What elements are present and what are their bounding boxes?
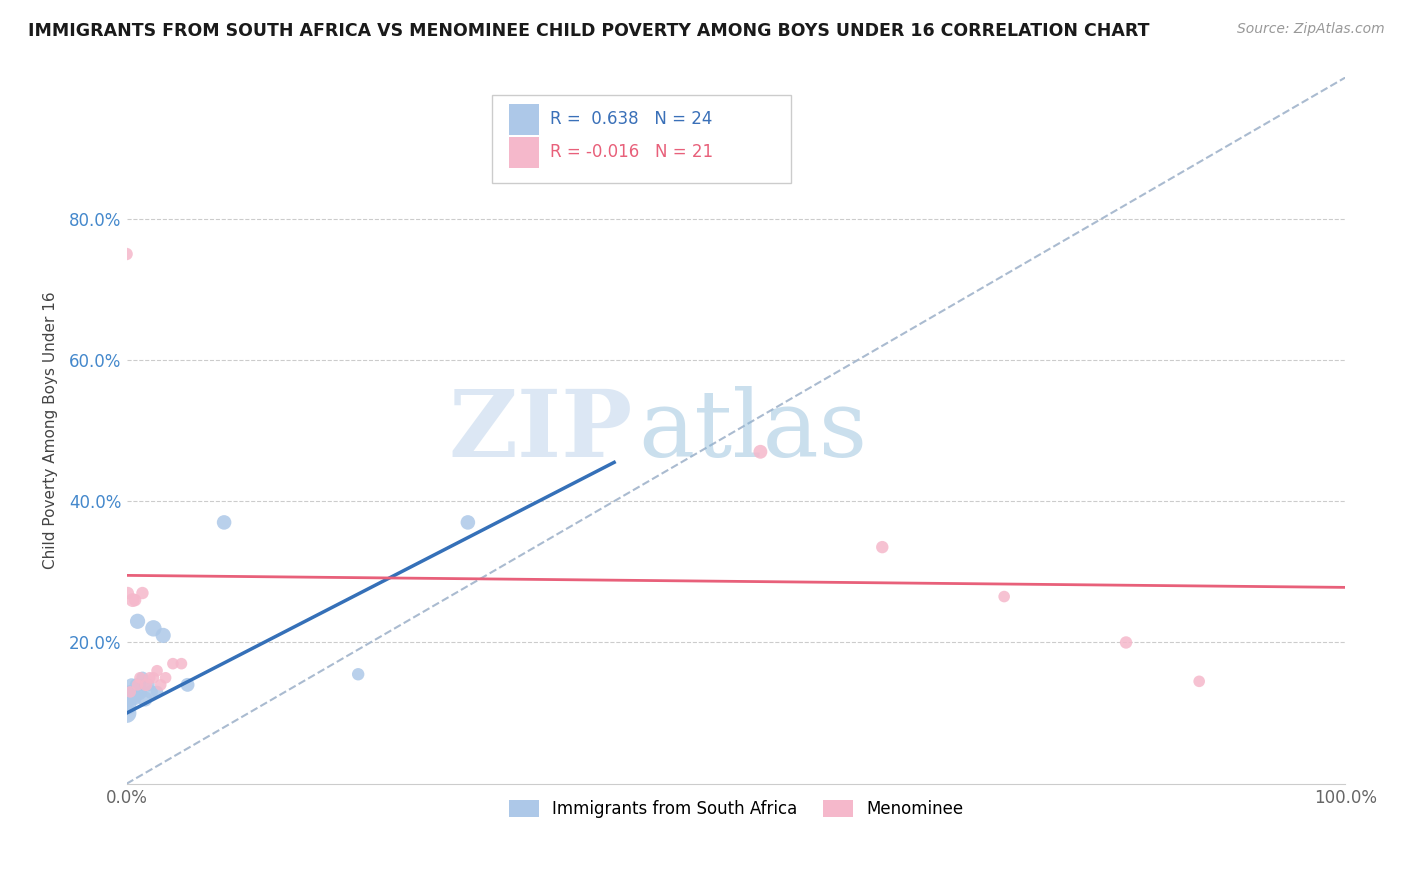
Point	[993, 590, 1015, 604]
Point	[121, 593, 143, 607]
FancyBboxPatch shape	[509, 103, 538, 135]
Point	[135, 678, 157, 692]
Point	[142, 671, 165, 685]
Point	[139, 671, 162, 685]
Point	[127, 615, 149, 629]
Point	[129, 671, 152, 685]
FancyBboxPatch shape	[492, 95, 790, 184]
Point	[170, 657, 193, 671]
Text: R =  0.638   N = 24: R = 0.638 N = 24	[550, 110, 711, 128]
Text: ZIP: ZIP	[449, 385, 633, 475]
Point	[115, 706, 138, 720]
Point	[1115, 635, 1137, 649]
Point	[124, 593, 146, 607]
Point	[122, 685, 145, 699]
Point	[155, 671, 177, 685]
Point	[749, 444, 772, 458]
Y-axis label: Child Poverty Among Boys Under 16: Child Poverty Among Boys Under 16	[44, 292, 58, 569]
Point	[1188, 674, 1211, 689]
Point	[117, 586, 139, 600]
Point	[127, 678, 149, 692]
Point	[115, 247, 138, 261]
Point	[131, 671, 153, 685]
Point	[142, 621, 165, 635]
FancyBboxPatch shape	[509, 136, 538, 168]
Point	[121, 678, 143, 692]
Point	[139, 685, 162, 699]
Point	[128, 685, 150, 699]
Point	[120, 685, 142, 699]
Point	[146, 685, 169, 699]
Point	[121, 692, 143, 706]
Point	[872, 540, 894, 554]
Text: atlas: atlas	[638, 385, 868, 475]
Point	[124, 692, 146, 706]
Text: IMMIGRANTS FROM SOUTH AFRICA VS MENOMINEE CHILD POVERTY AMONG BOYS UNDER 16 CORR: IMMIGRANTS FROM SOUTH AFRICA VS MENOMINE…	[28, 22, 1150, 40]
Point	[120, 685, 142, 699]
Text: Source: ZipAtlas.com: Source: ZipAtlas.com	[1237, 22, 1385, 37]
Point	[152, 628, 174, 642]
Point	[457, 516, 479, 530]
Point	[118, 692, 141, 706]
Point	[129, 685, 152, 699]
Point	[117, 699, 139, 714]
Point	[125, 678, 148, 692]
Point	[162, 657, 184, 671]
Point	[149, 678, 172, 692]
Point	[129, 678, 152, 692]
Point	[138, 678, 160, 692]
Point	[347, 667, 370, 681]
Point	[176, 678, 198, 692]
Legend: Immigrants from South Africa, Menominee: Immigrants from South Africa, Menominee	[502, 793, 970, 825]
Point	[131, 586, 153, 600]
Point	[212, 516, 235, 530]
Point	[134, 692, 156, 706]
Point	[146, 664, 169, 678]
Text: R = -0.016   N = 21: R = -0.016 N = 21	[550, 144, 713, 161]
